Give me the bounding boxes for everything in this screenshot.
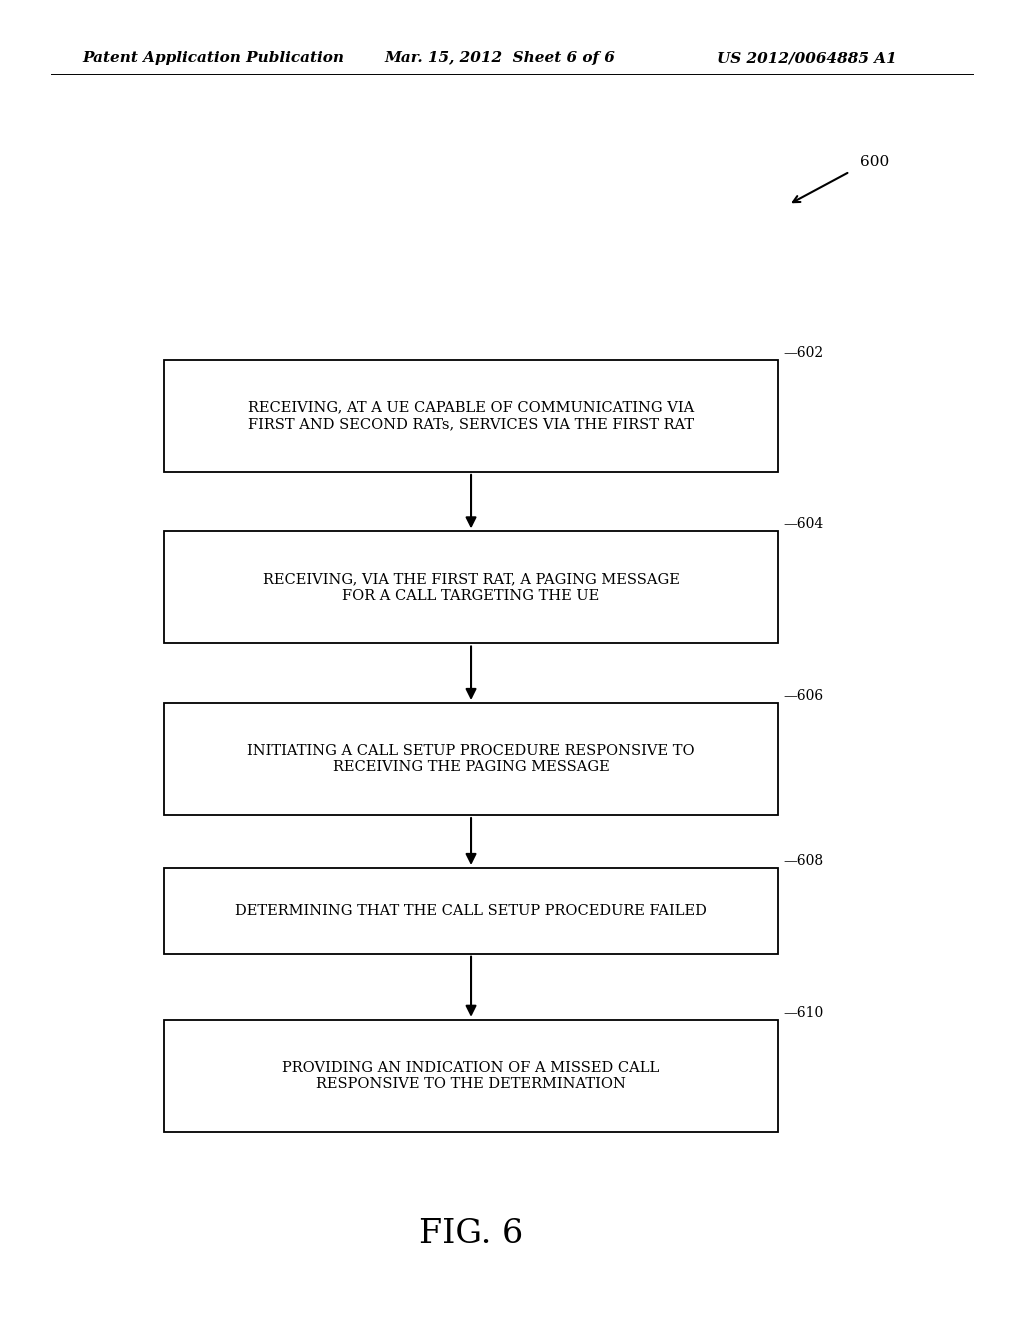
Text: DETERMINING THAT THE CALL SETUP PROCEDURE FAILED: DETERMINING THAT THE CALL SETUP PROCEDUR… — [236, 904, 707, 917]
Text: INITIATING A CALL SETUP PROCEDURE RESPONSIVE TO
RECEIVING THE PAGING MESSAGE: INITIATING A CALL SETUP PROCEDURE RESPON… — [247, 744, 695, 774]
Text: —606: —606 — [783, 689, 823, 704]
Text: —604: —604 — [783, 517, 823, 531]
Text: 600: 600 — [860, 154, 890, 169]
Text: Patent Application Publication: Patent Application Publication — [82, 51, 344, 65]
Text: —602: —602 — [783, 346, 823, 359]
Text: Mar. 15, 2012  Sheet 6 of 6: Mar. 15, 2012 Sheet 6 of 6 — [384, 51, 614, 65]
Bar — [164, 1020, 778, 1133]
Bar — [164, 869, 778, 953]
Text: —610: —610 — [783, 1006, 823, 1019]
Bar — [164, 702, 778, 814]
Text: PROVIDING AN INDICATION OF A MISSED CALL
RESPONSIVE TO THE DETERMINATION: PROVIDING AN INDICATION OF A MISSED CALL… — [283, 1061, 659, 1090]
Text: RECEIVING, AT A UE CAPABLE OF COMMUNICATING VIA
FIRST AND SECOND RATs, SERVICES : RECEIVING, AT A UE CAPABLE OF COMMUNICAT… — [248, 401, 694, 430]
Text: FIG. 6: FIG. 6 — [419, 1218, 523, 1250]
Bar — [164, 359, 778, 471]
Text: US 2012/0064885 A1: US 2012/0064885 A1 — [717, 51, 897, 65]
Bar — [164, 531, 778, 643]
Text: —608: —608 — [783, 854, 823, 869]
Text: RECEIVING, VIA THE FIRST RAT, A PAGING MESSAGE
FOR A CALL TARGETING THE UE: RECEIVING, VIA THE FIRST RAT, A PAGING M… — [262, 573, 680, 602]
